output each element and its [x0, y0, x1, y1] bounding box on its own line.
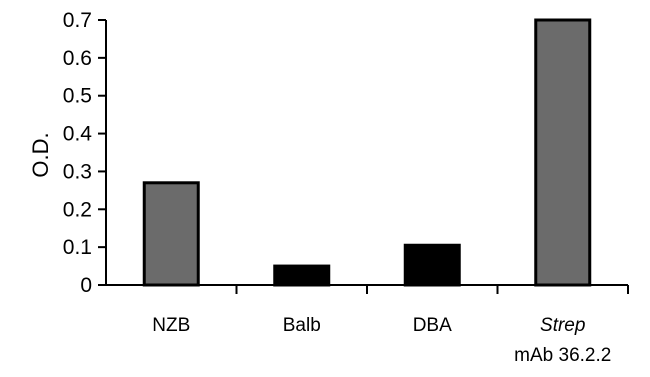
category-labels: NZB Balb DBA Strep mAb 36.2.2 [152, 315, 611, 366]
x-tick-label: NZB [152, 315, 190, 336]
y-tick-label: 0.7 [63, 9, 92, 32]
bar [273, 264, 331, 287]
bar [142, 181, 200, 287]
x-tick-label: DBA [413, 315, 452, 336]
y-axis-title: O.D. [28, 132, 53, 177]
x-tick-label-line2: mAb 36.2.2 [514, 345, 611, 366]
y-tick-label: 0.5 [63, 85, 92, 108]
y-tick-label: 0.2 [63, 198, 92, 221]
y-tick-label: 0.4 [63, 123, 93, 146]
y-tick-label: 0.6 [63, 47, 92, 70]
y-axis: 0 0.1 0.2 0.3 0.4 0.5 0.6 0.7 [63, 9, 107, 297]
y-tick-label: 0.3 [63, 160, 92, 183]
bars [142, 18, 592, 287]
y-tick-label: 0 [80, 274, 92, 297]
bar [403, 243, 461, 287]
x-tick-label: Balb [283, 315, 321, 336]
x-tick-label: Strep [540, 315, 585, 336]
y-tick-label: 0.1 [63, 236, 92, 259]
bar [534, 18, 592, 287]
